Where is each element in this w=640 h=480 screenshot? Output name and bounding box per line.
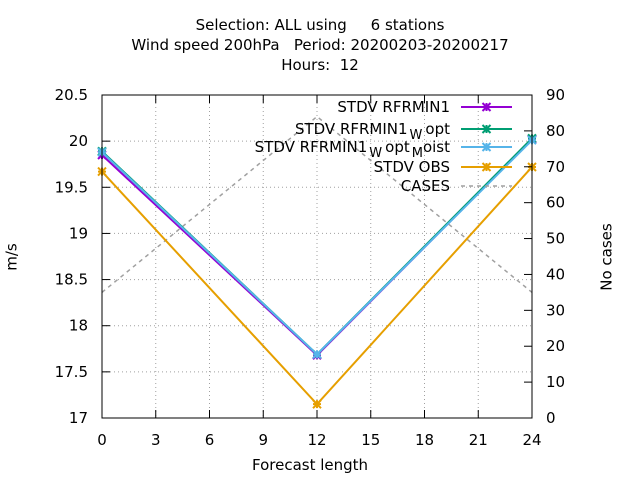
y2-tick-label: 30 xyxy=(546,301,565,319)
x-tick-label: 18 xyxy=(415,431,434,449)
x-tick-label: 21 xyxy=(469,431,488,449)
x-tick-label: 0 xyxy=(97,431,107,449)
data-point xyxy=(312,399,322,409)
series-line xyxy=(101,137,533,356)
y2-tick-label: 70 xyxy=(546,158,565,176)
y2-tick-label: 90 xyxy=(546,86,565,104)
tick-layer: 0 3 6 9 12 15 18 21 24 17 17.5 18 18.5 19 19.5 20 20.5 0 1… xyxy=(55,86,566,449)
series-layer xyxy=(97,115,537,409)
y2-tick-label: 60 xyxy=(546,194,565,212)
legend-marker xyxy=(481,142,492,152)
y-tick-label: 20.5 xyxy=(55,86,88,104)
legend-label: CASES xyxy=(401,177,450,195)
x-tick-label: 12 xyxy=(307,431,326,449)
y-tick-label: 20 xyxy=(69,132,88,150)
y2-axis-label: No cases xyxy=(597,223,616,291)
x-tick-label: 24 xyxy=(522,431,541,449)
legend-label: STDV RFRMIN1 xyxy=(337,98,450,116)
y-axis-label: m/s xyxy=(2,243,21,271)
legend-marker xyxy=(481,124,492,134)
y2-tick-label: 20 xyxy=(546,337,565,355)
chart-title-line-3: Hours: 12 xyxy=(281,56,359,74)
y2-tick-label: 50 xyxy=(546,230,565,248)
y-tick-label: 18 xyxy=(69,317,88,335)
y-tick-label: 19 xyxy=(69,224,88,242)
data-point xyxy=(312,349,322,360)
y-tick-label: 17 xyxy=(69,409,88,427)
chart-title-line-2: Wind speed 200hPa Period: 20200203-20200… xyxy=(131,36,509,54)
y2-tick-label: 10 xyxy=(546,373,565,391)
legend-label: STDV OBS xyxy=(374,158,450,176)
y-tick-label: 19.5 xyxy=(55,178,88,196)
y-tick-label: 17.5 xyxy=(55,363,88,381)
y2-tick-label: 0 xyxy=(546,409,556,427)
x-axis-label: Forecast length xyxy=(252,456,369,474)
y2-tick-label: 40 xyxy=(546,265,565,283)
chart-title-line-1: Selection: ALL using 6 stations xyxy=(195,16,445,34)
y-tick-label: 18.5 xyxy=(55,271,88,289)
x-tick-label: 3 xyxy=(151,431,161,449)
legend-marker xyxy=(481,102,492,112)
y2-tick-label: 80 xyxy=(546,122,565,140)
legend-marker xyxy=(481,162,492,172)
x-tick-label: 15 xyxy=(361,431,380,449)
x-tick-label: 6 xyxy=(205,431,215,449)
x-tick-label: 9 xyxy=(258,431,268,449)
